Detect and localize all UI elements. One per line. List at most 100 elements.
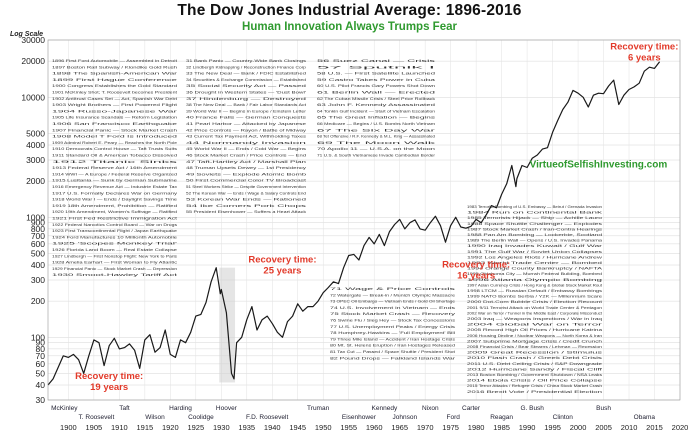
event-item: 49 Soviets — Explode Atomic Bomb [186,172,306,176]
event-item: 1913 Federal Reserve Act / 16th Amendmen… [52,166,177,170]
event-item: 2001 9/11 Terrorist Attack on World Trad… [467,306,602,310]
x-tick-label: 1995 [544,423,561,432]
x-tick-label: 2005 [595,423,612,432]
event-item: 1984 Run on Continental Bank [467,211,603,215]
y-tick-label: 1000 [26,212,45,222]
event-item: 31 Bank Panic — Country-Wide Bank Closin… [186,59,306,63]
event-item: 71 Wage & Price Controls [330,287,456,291]
y-tick-label: 10000 [21,92,45,102]
event-item: 1994 Orange County Bankruptcy / NAFTA [467,267,604,271]
event-item: 1921 First Fed Restrictive Immigration A… [52,217,177,221]
event-item: 1995 Oklahoma City — Murrah Federal Buil… [467,272,602,276]
event-item: 32 Lindbergh Kidnapping / Reconstruction… [186,65,306,69]
y-tick-label: 200 [31,296,45,306]
event-item: 60 U.S. Pilot Francis Gary Powers Shot D… [317,84,435,88]
event-item: 69 The Moon Walk [317,141,436,145]
event-item: 1908 Model T Ford Is Introduced [52,135,177,139]
y-tick-label: 30 [36,395,46,405]
y-tick-label: 900 [31,218,45,228]
y-tick-label: 3000 [26,155,45,165]
events-column-2: 31 Bank Panic — Country-Wide Bank Closin… [186,59,307,214]
event-item: 75 Stock Market Crash — Recovery [330,312,455,316]
event-item: 39 World War II — Begins in Europe / Ein… [186,109,307,113]
event-item: 1924 Ford Manufactures 10 Millionth Auto… [52,235,177,239]
event-item: 48 Truman Upsets Dewey — 1st Presidency [186,166,306,170]
x-tick-label: 1965 [391,423,408,432]
president-label: Harding [169,405,192,412]
event-item: 1989 The Berlin Wall — Opens / U.S. Inva… [467,239,602,243]
event-item: 77 U.S. Unemployment Peaks / Energy Cris… [330,325,455,329]
event-item: 1988 Pan Am Bombing — Lockerbie, Scotlan… [467,233,602,237]
event-item: 1925 'Scopes Monkey Trial' [52,242,178,246]
event-item: 1918 World War I — Ends / Daylight Savin… [52,198,177,202]
president-label: Eisenhower [342,414,377,421]
x-tick-label: 1915 [136,423,153,432]
event-item: 1990 Iraq Invades Kuwait / Gulf War [467,244,604,248]
event-item: 44 Normandy Invasion [186,141,306,145]
event-item: 57 Sputnik I [317,65,435,69]
event-item: 1902 Antitrust Cases Set — Act, Spanish … [52,97,177,101]
event-item: 1987 Stock Market Crash / Iran-Contra He… [467,227,603,231]
event-item: 58 U.S. — First Satellite Launched [317,72,435,76]
x-tick-label: 1905 [86,423,103,432]
president-label: Ford [447,414,461,421]
chart-title: The Dow Jones Industrial Average: 1896-2… [177,2,522,19]
event-item: 1919 18th Amendment, Prohibition — Ratif… [52,204,177,208]
x-tick-label: 1925 [187,423,204,432]
event-item: 1915 Lusitania — Sunk by German Submarin… [52,179,177,183]
event-item: 59 Castro Takes Power in Cuba [317,78,435,82]
president-label: Clinton [553,414,574,421]
x-tick-label: 1920 [162,423,179,432]
president-label: G. Bush [520,405,544,412]
watermark-text: VirtueofSelfishInvesting.com [530,159,668,170]
event-item: 42 Price Controls — Rayon / Battle of Mi… [186,128,306,132]
president-label: Coolidge [188,414,214,421]
y-tick-label: 600 [31,239,45,249]
y-tick-label: 300 [31,275,45,285]
president-label: Taft [119,405,130,412]
event-item: 1929 Financial Panic — Stock Market Cras… [52,267,177,271]
event-item: 1912 Titanic Sinks [52,160,178,164]
x-tick-label: 1900 [60,423,77,432]
event-list: 1896 First Ford Automobile — Assembled i… [52,59,605,394]
y-tick-label: 70 [36,351,46,361]
event-item: 74 U.S. Involvement in Vietnam — Ends [330,306,455,310]
event-item: 1897 Boston Rail Subway / Klondike Gold … [52,65,177,69]
president-label: Reagan [490,414,513,421]
event-item: 1916 Emergency Revenue Act — Industrie E… [52,185,177,189]
event-item: 79 Three Mile Island — Accident / Iran H… [330,337,455,341]
annotation-text: 6 years [628,53,661,64]
event-item: 2009 Great Recession / Stimulus [467,351,603,355]
event-item: 1983 Terrorist Bombing of U.S. Embassy —… [467,205,602,209]
event-item: 2005 Record High Oil Prices / Hurricane … [467,328,602,332]
plot-frame [47,39,681,401]
event-item: 73 OPEC Oil Embargo — Vietnam Ends / Gol… [330,300,455,304]
event-item: 1906 San Francisco Earthquake [52,122,177,126]
y-tick-label: 20000 [21,56,45,66]
y-tick-label: 100 [31,332,45,342]
event-item: 34 Securities & Exchange Commission — Es… [186,78,306,82]
events-column-3: 56 Suez Canal — Crisis 57 Sputnik I 58 U.S… [317,59,438,158]
event-item: 67 The Six Day War [317,128,438,132]
event-item: 2012 Hurricane Sandy / Fiscal Cliff [467,367,602,371]
event-item: 81 Tax Cut — Passed / Space Shuttle / Pr… [330,350,455,354]
president-label: Carter [462,405,481,412]
y-tick-label: 40 [36,380,46,390]
events-column-5: 1983 Terrorist Bombing of U.S. Embassy —… [467,205,605,394]
recovery-annotation: Recovery time:16 years [442,260,510,282]
event-item: 68 Tet Offensive / R.F. Kennedy & M.L. K… [317,135,435,139]
event-item: 1910 Democrats Control House — Taft Trus… [52,147,177,151]
chart-subtitle: Human Innovation Always Trumps Fear [242,21,457,33]
event-item: 37 Hindenburg — Destroyed [186,97,306,101]
y-tick-label: 50 [36,368,46,378]
events-column-4: 71 Wage & Price Controls 72 Watergate — B… [330,287,457,360]
event-item: 78 Humphrey-Hawkins — 'Full Employment' … [330,331,455,335]
y-tick-label: 2000 [26,176,45,186]
event-item: 2013 Boston Bombing / Government Shutdow… [467,373,602,377]
event-item: 1997 Asian Currency Crisis / Hong Kong &… [467,283,602,287]
event-item: 38 The New Deal — Bank / Fair Labor Stan… [186,103,306,107]
event-item: 65 The Great Inflation — Begins [317,116,435,120]
y-tick-label: 700 [31,231,45,241]
event-item: 2015 Terror Attacks / Refugee Crisis / C… [467,384,602,388]
